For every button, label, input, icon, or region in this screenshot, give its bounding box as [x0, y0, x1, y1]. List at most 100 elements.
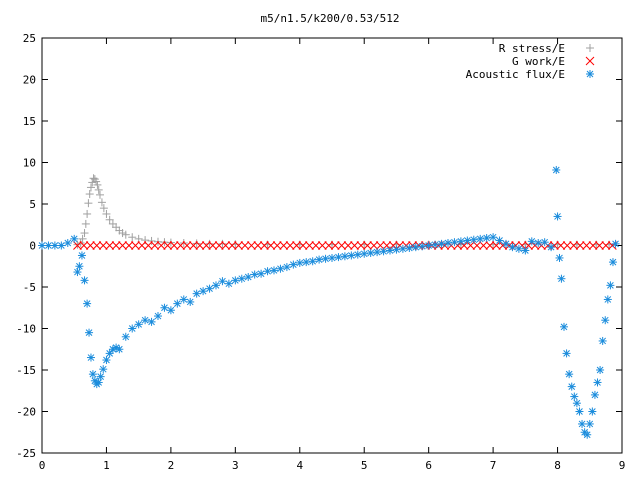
data-point [540, 238, 549, 247]
data-point [282, 263, 291, 272]
data-point [85, 328, 94, 337]
data-point [234, 241, 243, 250]
data-point [508, 243, 517, 252]
y-tick-label: -10 [16, 323, 36, 336]
data-point [340, 252, 349, 261]
x-tick-label: 9 [619, 459, 626, 472]
data-point [154, 312, 162, 321]
data-point [555, 253, 564, 262]
data-point [63, 239, 72, 248]
data-point [305, 241, 314, 250]
data-point [182, 241, 192, 250]
y-tick-label: -25 [16, 447, 36, 460]
data-point [99, 204, 108, 213]
data-point [105, 349, 114, 358]
data-point [343, 241, 353, 250]
axes: 0 1 2 3 4 5 6 7 8 9 -25 -20 -15 -10 -5 0 5 10 15 20 25 [16, 32, 625, 472]
data-point [137, 241, 147, 250]
data-point [482, 234, 491, 243]
data-point [360, 249, 369, 258]
data-point [557, 274, 566, 283]
data-point [353, 250, 362, 259]
data-point [263, 267, 272, 276]
data-point [582, 241, 591, 250]
data-point [257, 269, 266, 278]
data-point [324, 241, 334, 250]
data-point [80, 276, 89, 285]
data-point [379, 247, 388, 256]
data-point [150, 241, 160, 250]
data-point [143, 241, 153, 250]
data-point [356, 241, 366, 250]
data-point [424, 241, 433, 250]
data-point [317, 241, 327, 250]
data-point [479, 241, 488, 250]
data-point [163, 241, 173, 250]
data-point [444, 239, 452, 248]
data-point [102, 209, 111, 218]
data-point [311, 241, 321, 250]
x-tick-label: 0 [39, 459, 46, 472]
data-point [603, 295, 612, 304]
data-point [97, 198, 106, 207]
data-point [527, 237, 536, 246]
y-tick-label: 20 [23, 74, 36, 87]
data-point [388, 241, 398, 250]
data-point [121, 230, 130, 239]
data-point [214, 241, 224, 250]
data-point [567, 382, 576, 391]
data-point [398, 244, 407, 253]
data-point [466, 241, 475, 250]
data-point [173, 299, 182, 308]
data-point [141, 316, 150, 325]
data-point [456, 237, 465, 246]
data-point [472, 241, 482, 250]
data-point [94, 378, 103, 387]
data-point [495, 236, 504, 245]
data-point [588, 241, 598, 250]
data-point [75, 262, 84, 271]
data-point [272, 241, 282, 250]
legend-label: Acoustic flux/E [466, 68, 565, 81]
data-point [596, 366, 605, 374]
data-point [147, 317, 156, 326]
data-point [99, 365, 108, 374]
data-point [588, 407, 597, 416]
data-point [259, 241, 269, 250]
data-point [572, 399, 581, 408]
data-point [169, 241, 179, 250]
data-point [382, 241, 392, 250]
data-point [78, 234, 87, 243]
data-point [570, 392, 579, 401]
data-point [552, 165, 561, 174]
data-point [321, 254, 330, 263]
plot-area [38, 165, 620, 439]
chart-title: m5/n1.5/k200/0.53/512 [260, 12, 399, 25]
data-point [315, 255, 324, 264]
data-point [118, 241, 127, 250]
data-point [534, 239, 543, 248]
data-point [375, 241, 385, 250]
data-point [128, 324, 137, 333]
data-point [489, 233, 498, 242]
data-point [569, 241, 579, 250]
data-point [84, 199, 93, 208]
data-point [608, 258, 617, 267]
data-point [160, 303, 169, 312]
legend-marker [585, 56, 595, 66]
data-point [276, 264, 285, 273]
data-point [221, 241, 231, 250]
data-point [121, 332, 130, 341]
y-tick-label: -15 [16, 364, 36, 377]
data-point [96, 372, 105, 381]
data-point [186, 297, 195, 306]
data-point [79, 241, 89, 250]
data-point [437, 239, 446, 248]
data-point [218, 239, 227, 248]
x-tick-label: 7 [490, 459, 497, 472]
legend-label: R stress/E [499, 42, 565, 55]
data-point [363, 241, 372, 250]
y-tick-label: -5 [23, 281, 36, 294]
data-point [418, 242, 427, 251]
